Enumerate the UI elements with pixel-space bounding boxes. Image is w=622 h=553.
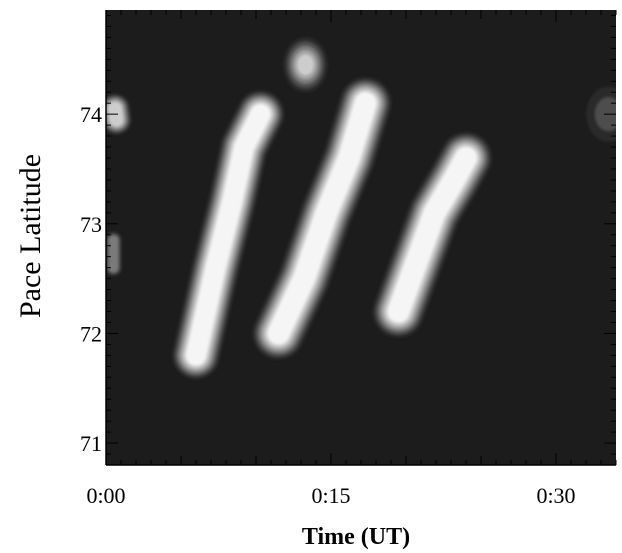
heat-level bbox=[185, 103, 271, 366]
x-tick-label: 0:15 bbox=[311, 483, 350, 508]
y-tick-label: 73 bbox=[80, 212, 102, 237]
y-tick-label: 72 bbox=[80, 321, 102, 346]
heat-level bbox=[297, 54, 314, 76]
x-tick-labels: 0:00 0:15 0:30 bbox=[86, 483, 575, 508]
x-axis-title: Time (UT) bbox=[302, 524, 410, 550]
x-tick-label: 0:30 bbox=[536, 483, 575, 508]
y-axis-title: Pace Latitude bbox=[14, 154, 47, 318]
axis-ticks bbox=[105, 10, 617, 466]
heat-level bbox=[387, 146, 478, 323]
y-tick-label: 74 bbox=[80, 102, 102, 127]
heat-feature-arc-3 bbox=[372, 131, 493, 338]
y-tick-label: 71 bbox=[80, 431, 102, 456]
heatmap-layer bbox=[106, 37, 616, 380]
y-tick-labels: 71 72 73 74 bbox=[80, 102, 102, 456]
heat-feature-blob-3 bbox=[283, 37, 328, 93]
heat-level bbox=[267, 92, 377, 345]
x-tick-label: 0:00 bbox=[86, 483, 125, 508]
heat-feature-arc-1 bbox=[172, 90, 285, 380]
heat-feature-arc-2 bbox=[252, 77, 392, 360]
